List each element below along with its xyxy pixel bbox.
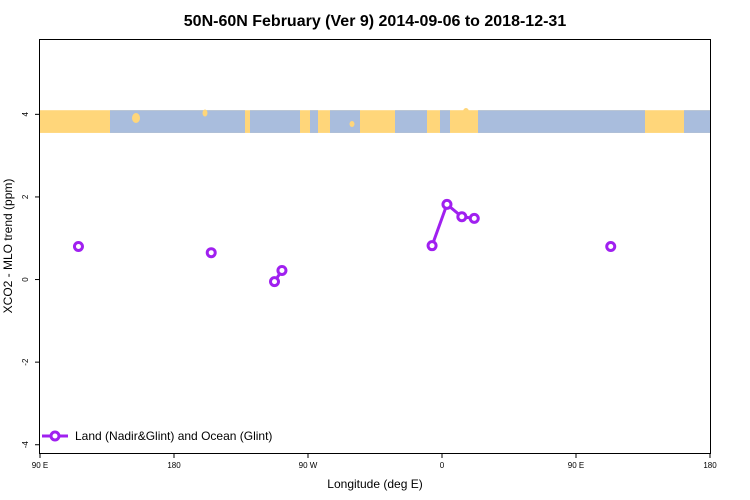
data-point — [468, 212, 480, 224]
world-map-band — [40, 108, 710, 133]
x-tick-label: 0 — [440, 461, 445, 470]
series-line — [430, 201, 475, 247]
series-layer — [72, 198, 617, 288]
plot-frame — [39, 39, 711, 454]
map-island — [202, 109, 208, 117]
data-point — [205, 247, 217, 259]
map-island — [429, 116, 435, 124]
map-ocean — [310, 110, 318, 133]
data-point — [441, 198, 453, 210]
data-point — [269, 276, 280, 288]
map-ocean — [478, 110, 645, 133]
y-tick-label: 4 — [21, 112, 30, 117]
x-tick-label: 180 — [703, 461, 717, 470]
data-point — [72, 241, 84, 252]
legend-marker-swatch — [49, 430, 61, 442]
map-ocean — [250, 110, 300, 133]
map-island — [463, 108, 469, 116]
x-tick-label: 180 — [167, 461, 181, 470]
map-ocean — [110, 110, 245, 133]
data-point — [605, 241, 617, 252]
map-island — [321, 115, 327, 125]
data-point — [456, 211, 468, 223]
axis-ticks: 90 E 180 90 W 0 90 E 180 -4 -2 0 2 4 — [21, 112, 717, 470]
x-tick-label: 90 E — [32, 461, 48, 470]
x-tick-label: 90 W — [299, 461, 318, 470]
map-ocean — [440, 110, 450, 133]
legend-label: Land (Nadir&Glint) and Ocean (Glint) — [75, 429, 272, 443]
map-ocean — [395, 110, 427, 133]
data-point — [426, 240, 438, 252]
map-island — [132, 113, 140, 123]
chart-title: 50N-60N February (Ver 9) 2014-09-06 to 2… — [184, 13, 567, 30]
x-axis-label: Longitude (deg E) — [327, 477, 422, 491]
map-island — [349, 121, 355, 127]
y-axis-label: XCO2 - MLO trend (ppm) — [1, 179, 15, 314]
y-tick-label: -4 — [21, 441, 30, 449]
y-tick-label: 2 — [21, 194, 30, 199]
map-island — [452, 115, 460, 125]
legend: Land (Nadir&Glint) and Ocean (Glint) — [42, 429, 272, 443]
map-ocean — [684, 110, 710, 133]
map-ocean — [330, 110, 360, 133]
map-island — [652, 116, 658, 124]
y-tick-label: 0 — [21, 277, 30, 282]
x-tick-label: 90 E — [568, 461, 584, 470]
y-tick-label: -2 — [21, 358, 30, 366]
data-point — [276, 264, 288, 276]
